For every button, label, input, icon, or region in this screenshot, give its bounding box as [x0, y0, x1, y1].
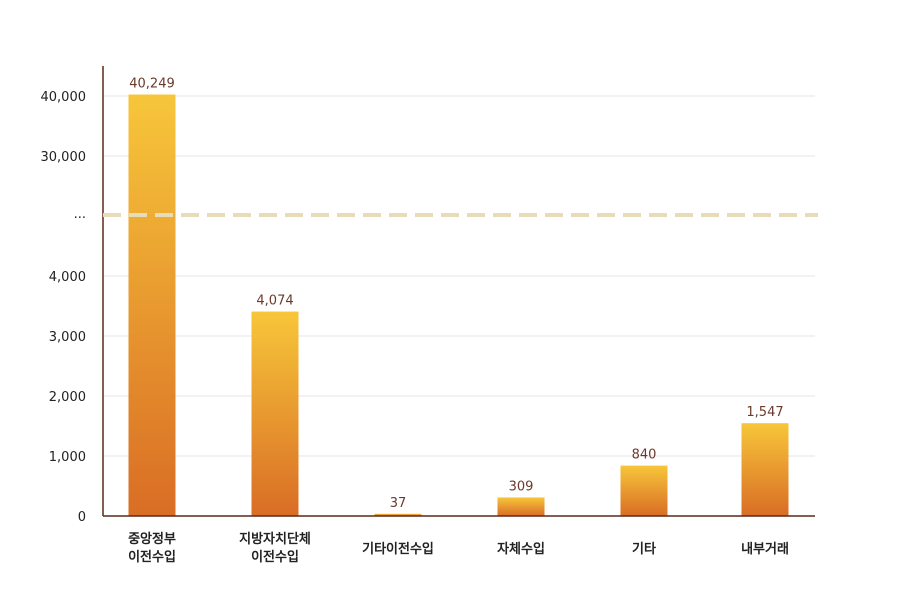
axes	[102, 66, 815, 517]
bar	[741, 423, 789, 516]
category-label: 내부거래	[741, 541, 789, 557]
category-label: 기타이전수입	[362, 541, 434, 557]
category-label: 이전수입	[251, 549, 299, 565]
category-label: 지방자치단체	[239, 531, 311, 547]
data-label: 4,074	[256, 294, 293, 309]
data-label: 309	[509, 479, 534, 494]
y-tick-labels: 0 1,000 2,000 3,000 4,000 30,000 40,000...	[41, 90, 87, 525]
axis-break-label: ...	[74, 207, 86, 222]
bar	[620, 465, 668, 516]
y-tick-label: 0	[78, 510, 86, 525]
y-tick-label: 30,000	[41, 150, 87, 165]
data-label: 37	[390, 496, 407, 511]
data-label: 1,547	[746, 405, 783, 420]
y-tick-label: 3,000	[49, 330, 86, 345]
data-label: 840	[632, 448, 657, 463]
bars	[128, 94, 789, 517]
category-label: 중앙정부	[128, 531, 176, 547]
y-tick-label: 2,000	[49, 390, 86, 405]
category-label: 이전수입	[128, 549, 176, 565]
y-tick-label: 1,000	[49, 450, 86, 465]
bar	[497, 497, 545, 516]
bar	[374, 513, 422, 516]
y-tick-label: 4,000	[49, 270, 86, 285]
y-tick-label: 40,000	[41, 90, 87, 105]
data-labels: 40,249 4,074 37 309 840 1,547	[129, 77, 783, 511]
bar	[251, 311, 299, 516]
grid-lines	[103, 95, 815, 457]
data-label: 40,249	[129, 77, 175, 92]
category-label: 자체수입	[497, 542, 545, 557]
bar	[128, 94, 176, 517]
category-label: 기타	[632, 541, 656, 557]
